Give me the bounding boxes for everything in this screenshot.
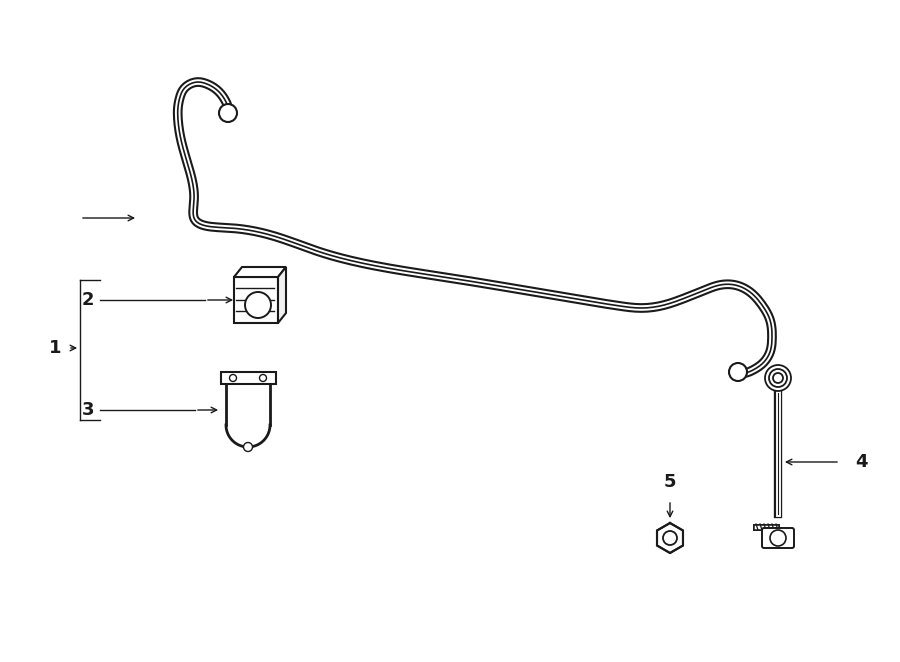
Circle shape <box>770 530 786 546</box>
Circle shape <box>230 375 237 381</box>
Circle shape <box>663 531 677 545</box>
Circle shape <box>765 365 791 391</box>
Polygon shape <box>234 267 286 277</box>
Circle shape <box>245 292 271 318</box>
Circle shape <box>773 373 783 383</box>
Circle shape <box>259 375 266 381</box>
FancyBboxPatch shape <box>762 528 794 548</box>
Text: 2: 2 <box>82 291 94 309</box>
Circle shape <box>729 363 747 381</box>
Text: 1: 1 <box>49 339 61 357</box>
Text: 5: 5 <box>664 473 676 491</box>
Polygon shape <box>657 523 683 553</box>
Circle shape <box>244 442 253 451</box>
Circle shape <box>769 369 787 387</box>
Text: 3: 3 <box>82 401 94 419</box>
Polygon shape <box>278 267 286 323</box>
Bar <box>221 372 276 384</box>
Circle shape <box>219 104 237 122</box>
Bar <box>234 277 278 323</box>
Text: 4: 4 <box>855 453 868 471</box>
